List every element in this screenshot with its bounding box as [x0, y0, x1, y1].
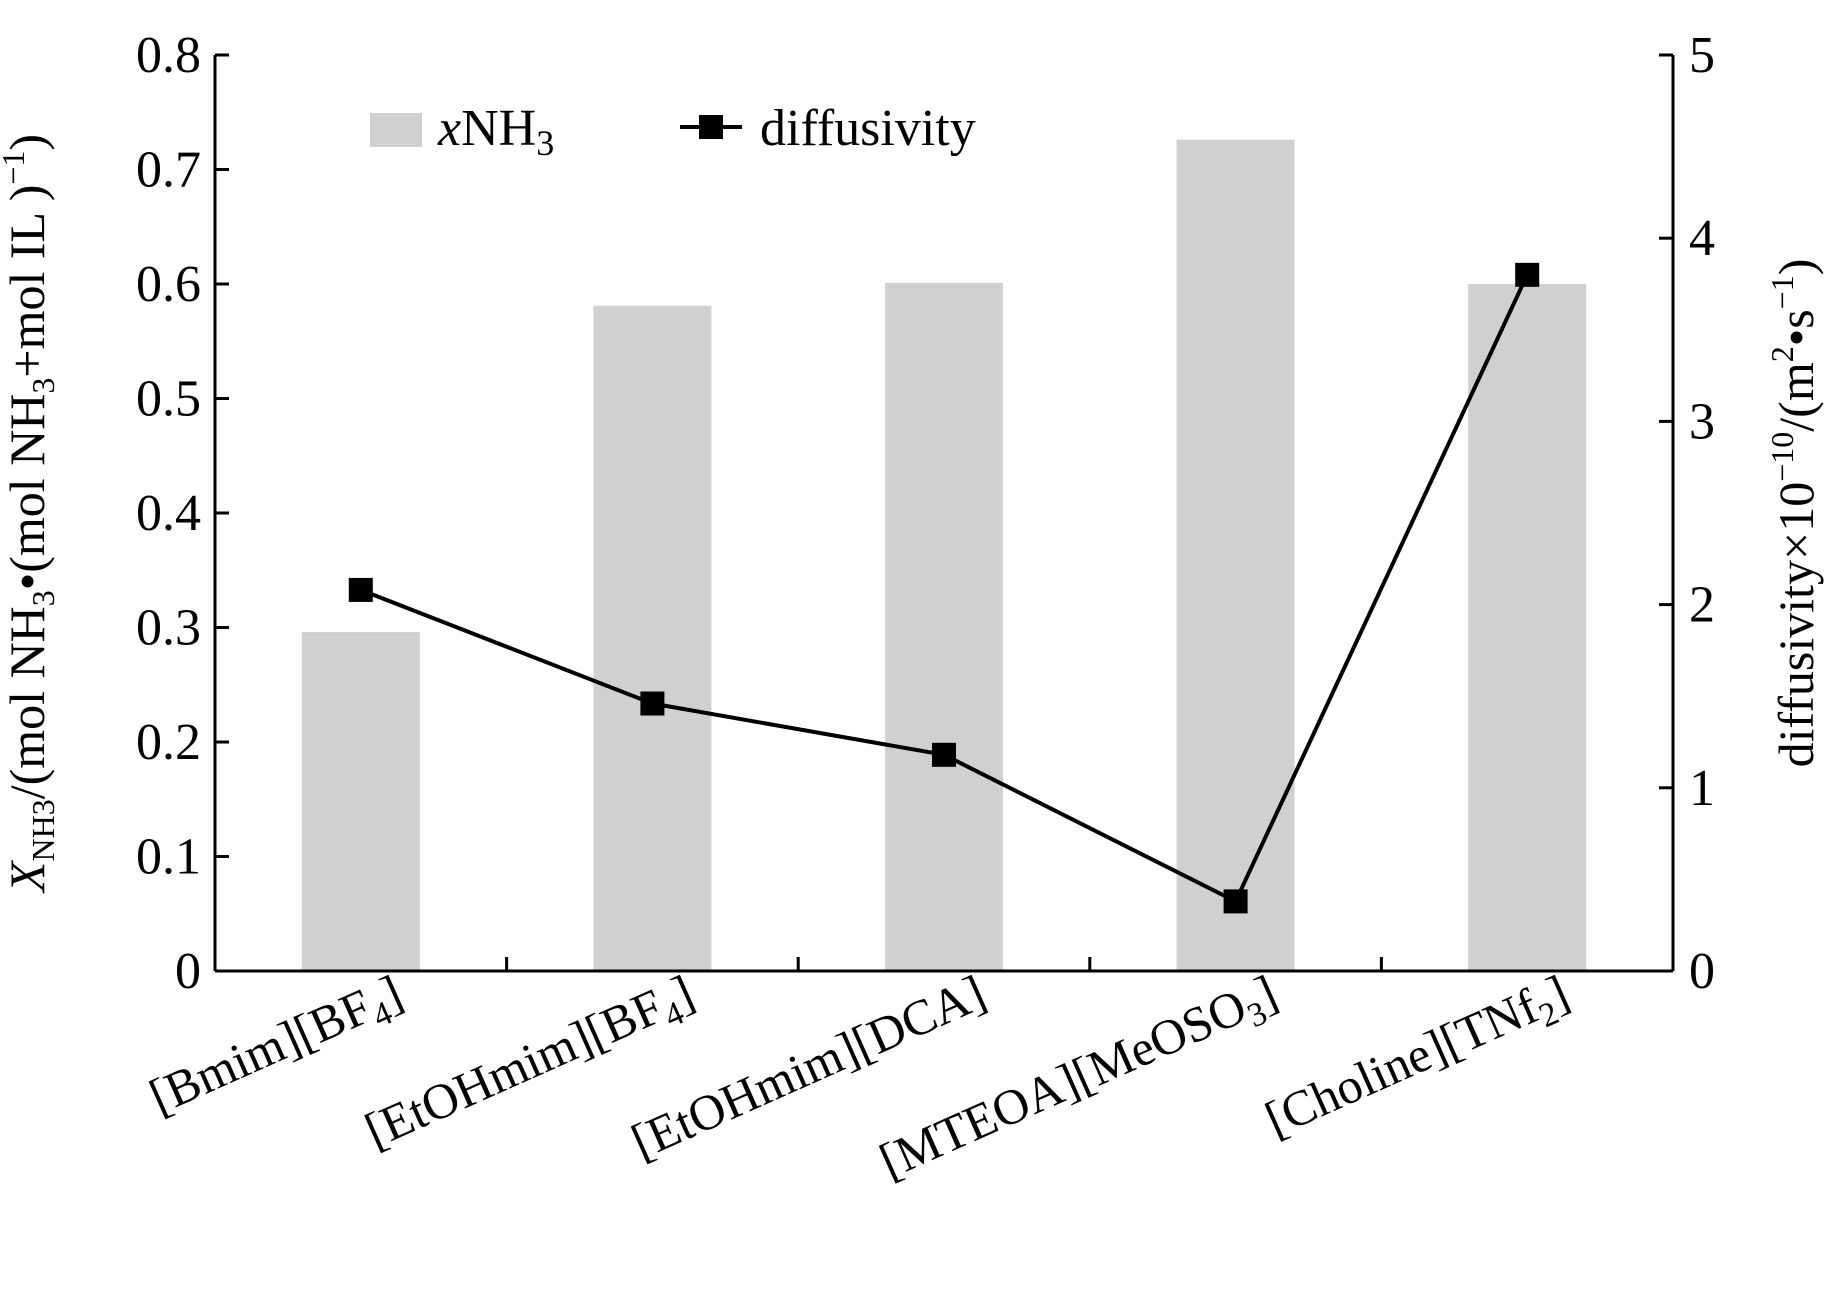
axis-titles: XNH3/(mol NH3•(mol NH3+mol IL )−1) diffus… — [0, 134, 1824, 894]
diffusivity-point-1 — [640, 691, 665, 716]
category-label-4: [Choline][TNf2] — [1257, 964, 1580, 1154]
bar-2 — [885, 282, 1003, 972]
right-tick-label-5: 5 — [1689, 27, 1715, 84]
left-tick-label-7: 0.7 — [136, 142, 201, 199]
legend-label-xnh3: xNH3 — [437, 100, 554, 163]
legend-marker-swatch — [699, 115, 723, 139]
right-tick-label-0: 0 — [1689, 943, 1715, 1000]
right-tick-label-2: 2 — [1689, 577, 1715, 634]
bar-1 — [593, 305, 712, 971]
left-tick-label-5: 0.5 — [136, 371, 201, 428]
left-tick-label-6: 0.6 — [136, 256, 201, 313]
legend-label-diffusivity: diffusivity — [760, 100, 976, 157]
category-labels: [Bmim][BF4][EtOHmim][BF4][EtOHmim][DCA][… — [141, 964, 1580, 1189]
right-tick-label-1: 1 — [1689, 760, 1715, 817]
bar-4 — [1468, 284, 1587, 971]
left-tick-label-1: 0.1 — [136, 829, 201, 886]
diffusivity-point-4 — [1515, 262, 1540, 287]
right-axis-ticks: 0 1 2 3 4 5 — [1659, 27, 1715, 1000]
right-tick-label-3: 3 — [1689, 393, 1715, 450]
bar-0 — [301, 632, 420, 971]
diffusivity-point-0 — [348, 577, 373, 602]
diffusivity-point-2 — [932, 742, 956, 767]
left-tick-label-4: 0.4 — [136, 485, 201, 542]
left-tick-label-3: 0.3 — [136, 600, 201, 657]
legend: xNH3 diffusivity — [370, 100, 976, 163]
left-axis-title: XNH3/(mol NH3•(mol NH3+mol IL )−1) — [0, 134, 61, 894]
bar-3 — [1176, 139, 1295, 972]
left-axis-ticks: 0 0.1 0.2 0.3 0.4 0.5 0.6 0.7 0.8 — [136, 27, 229, 1000]
bar-series — [301, 139, 1587, 972]
left-tick-label-8: 0.8 — [136, 27, 201, 84]
legend-bar-swatch — [370, 113, 422, 147]
left-tick-label-0: 0 — [175, 943, 201, 1000]
left-tick-label-2: 0.2 — [136, 714, 201, 771]
right-tick-label-4: 4 — [1689, 210, 1715, 267]
right-axis-title: diffusivity×10−10/(m2•s−1) — [1764, 259, 1824, 768]
line-series — [348, 262, 1540, 914]
diffusivity-point-3 — [1223, 889, 1248, 914]
